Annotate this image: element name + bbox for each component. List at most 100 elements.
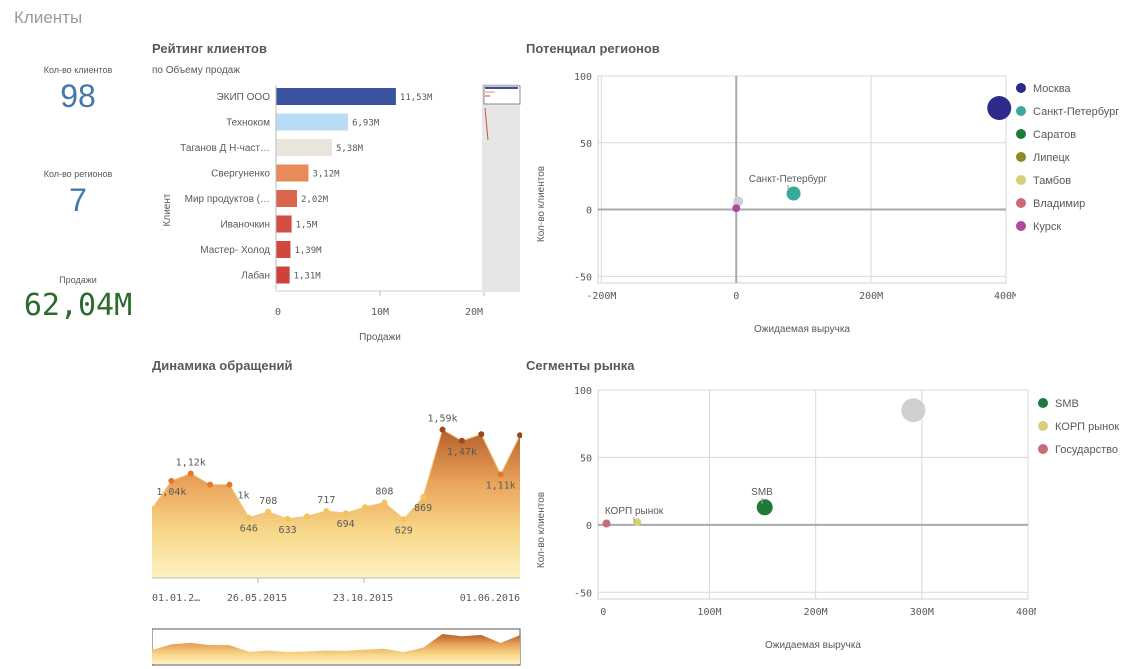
dynamics-value-label: 633 [279,525,297,536]
rating-bar[interactable] [276,113,349,131]
segments-annotation-smb: SMB [751,487,773,498]
legend-swatch [1038,444,1048,454]
x-tick-label: 0 [733,291,739,302]
dynamics-point[interactable] [207,481,214,488]
legend-label: КОРП рынок [1055,421,1120,433]
dynamics-point[interactable] [478,431,485,438]
kpi-sales-value[interactable]: 62,04M [23,288,133,323]
dynamics-value-label: 808 [375,487,393,498]
dynamics-point[interactable] [152,505,155,512]
dynamics-point[interactable] [497,471,504,478]
y-tick-label: 50 [580,139,592,150]
dynamics-point[interactable] [303,513,310,520]
legend-item[interactable]: SMB [1038,396,1079,412]
rating-subtitle: по Объему продаж [152,65,240,76]
scatter-point[interactable] [602,519,611,528]
scatter-point[interactable] [756,499,773,516]
x-tick-label: -200M [586,291,616,302]
potential-ylabel: Кол-во клиентов [536,166,547,242]
dynamics-tick-2: 23.10.2015 [333,593,393,604]
legend-label: Государство [1055,444,1119,456]
rating-bar[interactable] [276,164,309,182]
dynamics-value-label: 708 [259,496,277,507]
legend-swatch [1016,175,1026,185]
rating-tick-1: 10M [371,307,389,318]
legend-label: Москва [1033,83,1071,95]
dynamics-point[interactable] [245,514,252,521]
dynamics-point[interactable] [458,437,465,444]
dynamics-tick-1: 26.05.2015 [227,593,287,604]
legend-item[interactable]: Санкт-Петербург [1016,104,1119,120]
rating-bar[interactable] [276,190,298,207]
legend-item[interactable]: Государство [1038,442,1118,458]
dynamics-point[interactable] [265,508,272,515]
legend-item[interactable]: Саратов [1016,127,1076,143]
x-tick-label: 100M [697,607,721,618]
dynamics-value-label: 1,04k [156,487,186,498]
dynamics-point[interactable] [400,516,407,523]
legend-swatch [1016,106,1026,116]
dynamics-point[interactable] [342,510,349,517]
dynamics-value-label: 1k [237,491,249,502]
rating-bar[interactable] [276,241,291,258]
rating-scrollbar[interactable] [482,84,520,292]
dynamics-area-fill [152,429,520,578]
dynamics-point[interactable] [226,481,233,488]
dynamics-point[interactable] [284,515,291,522]
dynamics-point[interactable] [420,493,427,500]
rating-category-label: ЭКИП ООО [216,92,270,103]
rating-chart[interactable]: Клиент ЭКИП ООО 11,53M Техноком 6,93M Тагано… [152,80,522,350]
dynamics-tick-0: 01.01.2… [152,593,200,604]
dynamics-point[interactable] [439,426,446,433]
scatter-point[interactable] [901,398,926,423]
scatter-point[interactable] [786,186,801,201]
kpi-regions-value[interactable]: 7 [69,182,87,218]
kpi-clients-value[interactable]: 98 [60,78,96,114]
rating-scroll-thumb[interactable] [483,85,521,105]
legend-swatch [1016,129,1026,139]
y-tick-label: 0 [586,521,592,532]
dynamics-point[interactable] [517,432,522,439]
rating-category-label: Свергуненко [211,169,270,180]
scatter-point[interactable] [732,204,741,213]
legend-label: Санкт-Петербург [1033,106,1120,118]
dynamics-value-label: 694 [337,519,355,530]
scatter-point[interactable] [987,96,1012,121]
legend-label: Владимир [1033,198,1086,210]
dynamics-line [152,428,521,520]
x-tick-label: 400M [994,291,1016,302]
rating-value-label: 1,31M [294,272,322,282]
y-tick-label: 100 [574,72,592,83]
kpi-clients-label: Кол-во клиентов [43,65,113,75]
dynamics-point[interactable] [187,470,194,477]
rating-value-label: 1,39M [294,246,322,256]
legend-label: Тамбов [1033,175,1072,187]
rating-category-label: Иваночкин [220,220,270,231]
legend-item[interactable]: Москва [1016,81,1071,97]
scatter-point[interactable] [733,196,744,207]
rating-ylabel: Клиент [162,193,173,226]
legend-item[interactable]: Тамбов [1016,173,1071,189]
rating-bar[interactable] [276,88,396,105]
legend-item[interactable]: Липецк [1016,150,1070,166]
potential-chart[interactable]: Кол-во клиентов Ожидаемая выручка 100 50 0… [526,64,1016,344]
segments-chart[interactable]: Кол-во клиентов Ожидаемая выручка 100 50 0… [526,380,1036,665]
dynamics-point[interactable] [362,504,369,511]
segments-xlabel: Ожидаемая выручка [765,640,861,651]
rating-bar[interactable] [276,266,290,284]
scatter-point[interactable] [633,518,642,527]
x-tick-label: 0 [600,607,606,618]
y-tick-label: -50 [574,588,592,599]
dynamics-point[interactable] [381,499,388,506]
legend-label: SMB [1055,398,1079,410]
legend-item[interactable]: Курск [1016,219,1061,235]
legend-item[interactable]: КОРП рынок [1038,419,1119,435]
dynamics-point[interactable] [168,477,175,484]
dynamics-point[interactable] [323,508,330,515]
x-tick-label: 200M [804,607,828,618]
legend-item[interactable]: Владимир [1016,196,1085,212]
rating-bar[interactable] [276,215,292,233]
rating-bar[interactable] [276,139,332,156]
kpi-regions-label: Кол-во регионов [43,169,113,179]
